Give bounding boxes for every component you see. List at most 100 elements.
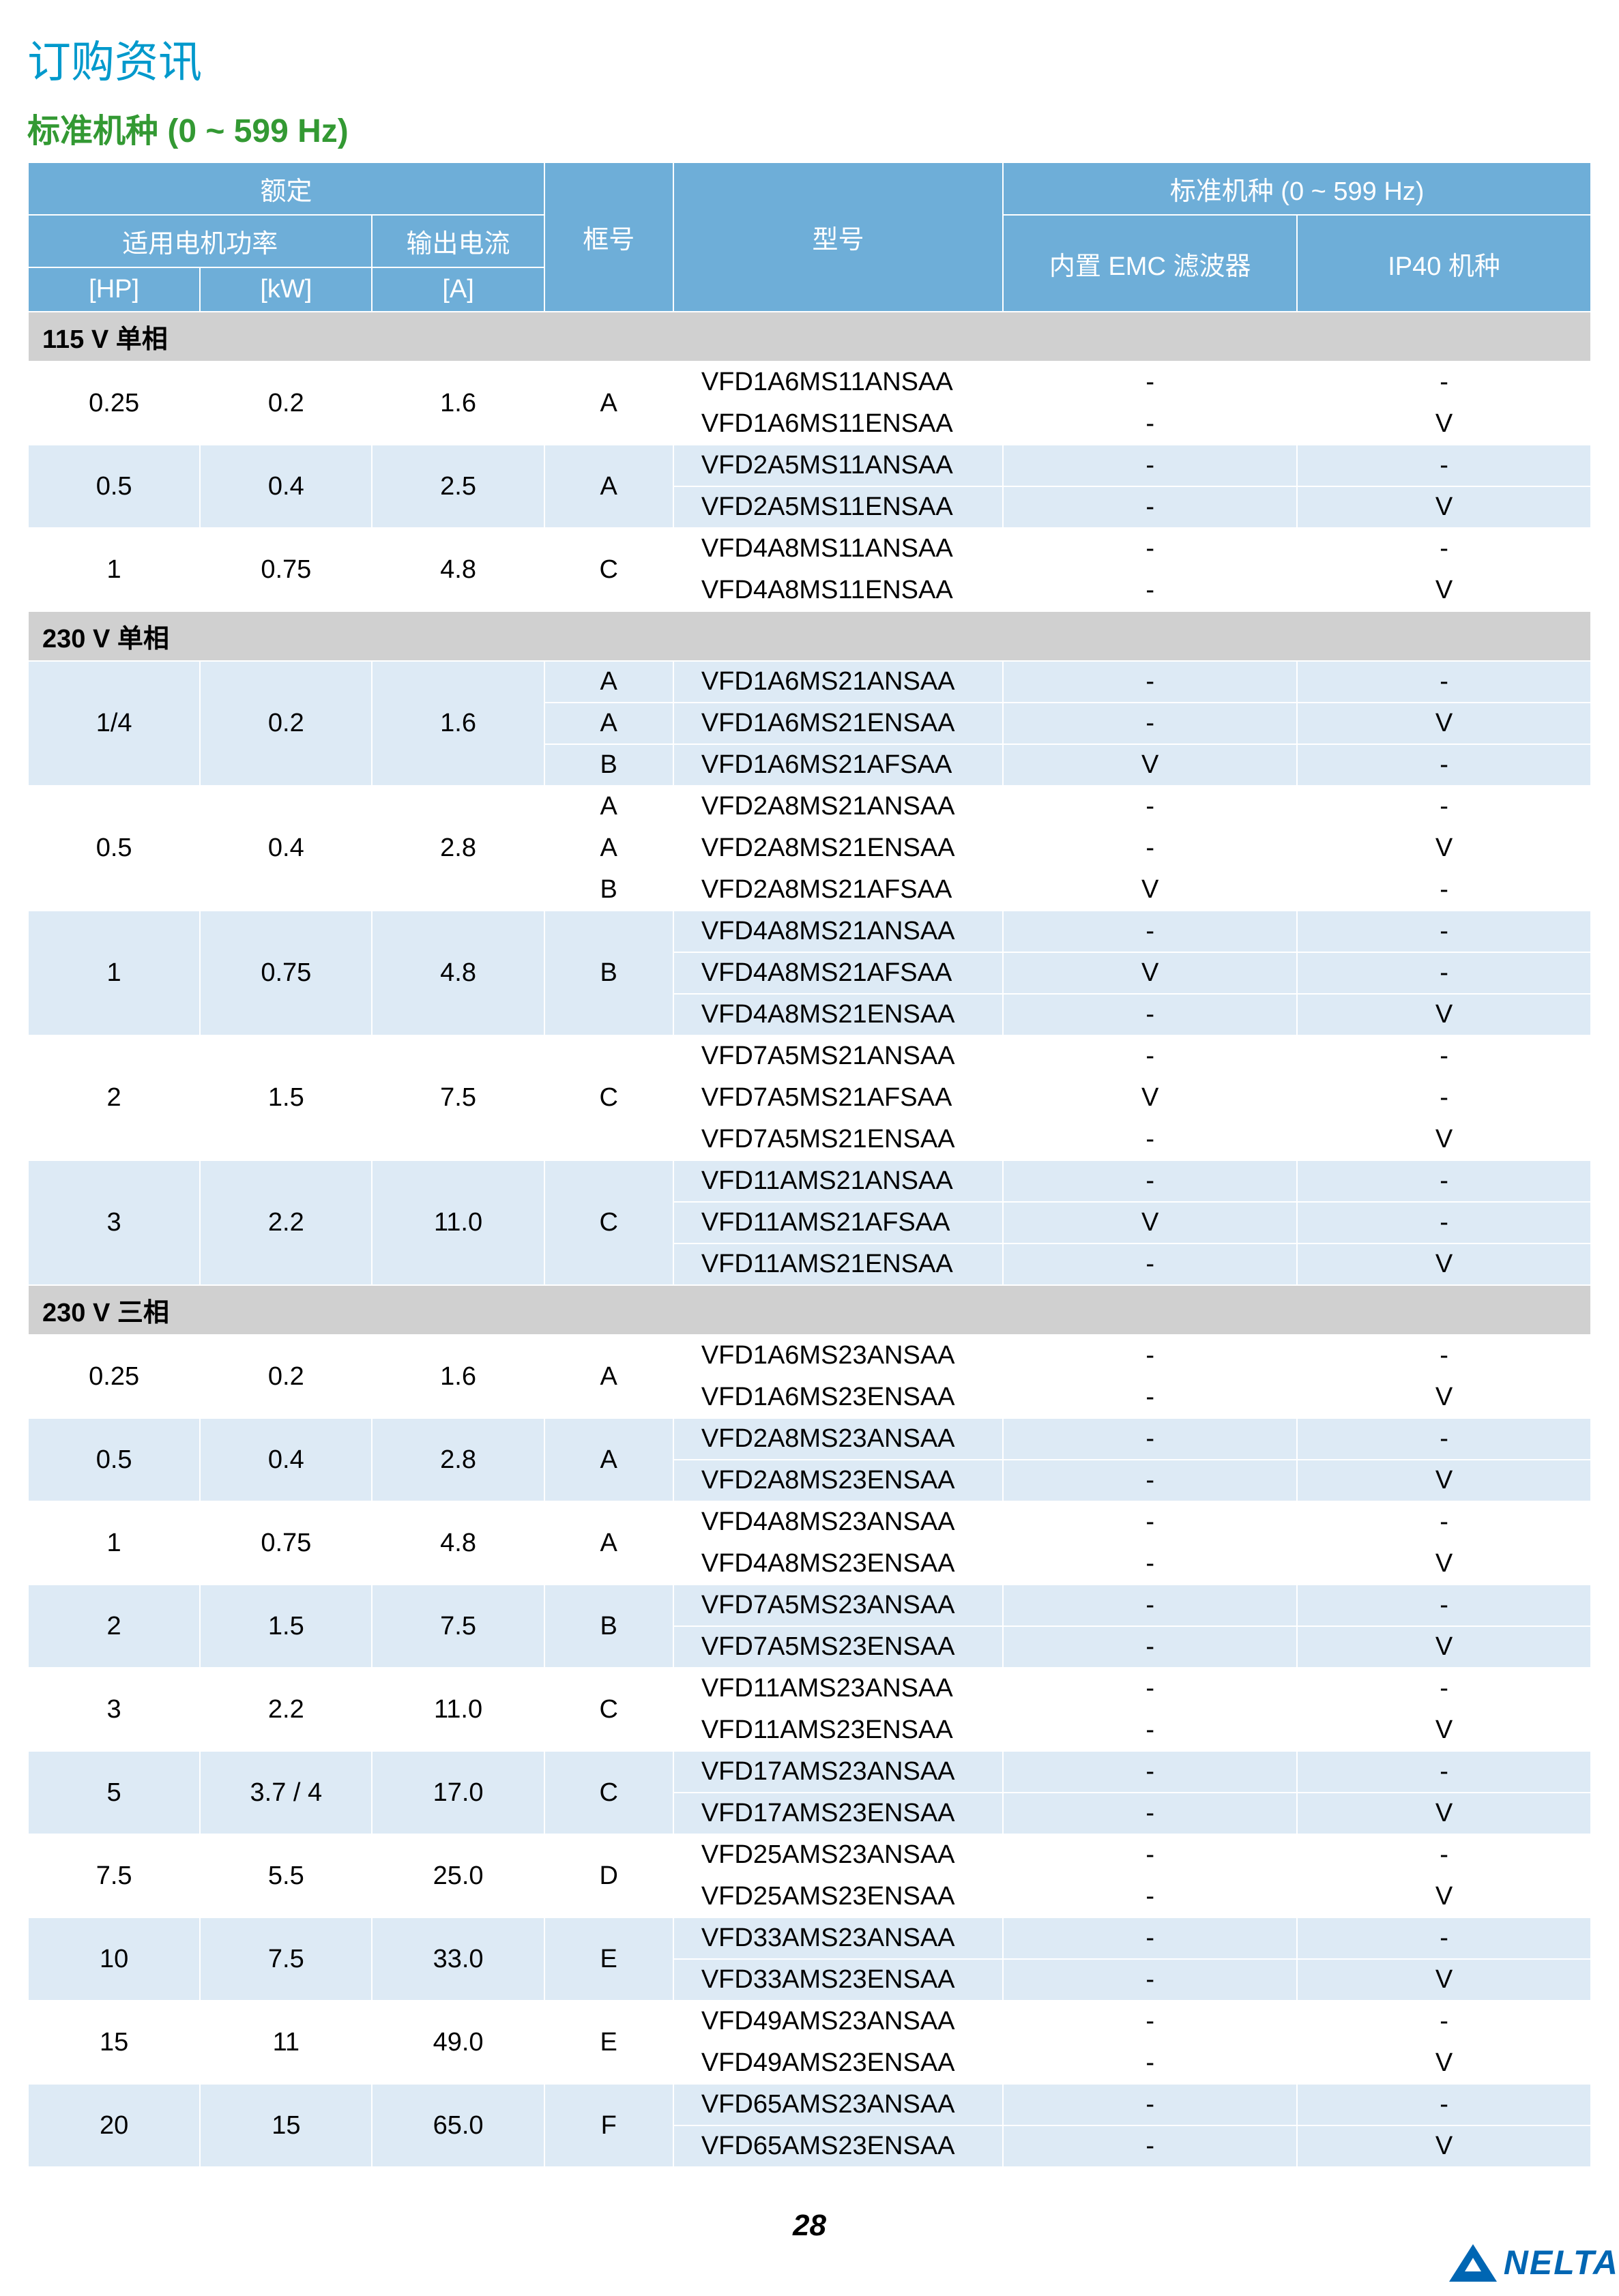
table-row: 151149.0EVFD49AMS23ANSAA-- [28, 2001, 1591, 2042]
cell-emc: - [1003, 570, 1297, 611]
header-amps: [A] [372, 267, 544, 312]
cell-emc: - [1003, 1035, 1297, 1077]
cell-frame: B [544, 744, 673, 786]
logo-text: NELTA [1504, 2243, 1619, 2282]
cell-hp: 10 [28, 1917, 200, 2001]
cell-amps: 2.8 [372, 1418, 544, 1501]
cell-model: VFD2A5MS11ANSAA [673, 445, 1003, 486]
cell-emc: - [1003, 1959, 1297, 2001]
cell-kw: 1.5 [200, 1035, 372, 1160]
cell-hp: 1 [28, 911, 200, 1035]
cell-frame: E [544, 2001, 673, 2084]
table-row: 32.211.0CVFD11AMS23ANSAA-- [28, 1668, 1591, 1709]
cell-emc: - [1003, 661, 1297, 703]
cell-model: VFD2A5MS11ENSAA [673, 486, 1003, 528]
cell-model: VFD2A8MS21AFSAA [673, 869, 1003, 911]
cell-frame: C [544, 1035, 673, 1160]
cell-kw: 0.4 [200, 786, 372, 911]
cell-ip40: V [1297, 1119, 1591, 1160]
header-emc: 内置 EMC 滤波器 [1003, 215, 1297, 312]
table-row: 0.50.42.8AVFD2A8MS21ANSAA-- [28, 786, 1591, 827]
cell-emc: - [1003, 1585, 1297, 1626]
cell-emc: - [1003, 1626, 1297, 1668]
subtitle: 标准机种 (0 ~ 599 Hz) [27, 104, 1592, 151]
table-row: 7.55.525.0DVFD25AMS23ANSAA-- [28, 1834, 1591, 1876]
cell-hp: 20 [28, 2084, 200, 2167]
cell-frame: B [544, 911, 673, 1035]
cell-emc: - [1003, 1668, 1297, 1709]
cell-hp: 1 [28, 528, 200, 611]
cell-frame: A [544, 786, 673, 827]
cell-kw: 0.4 [200, 1418, 372, 1501]
cell-kw: 15 [200, 2084, 372, 2167]
cell-ip40: - [1297, 911, 1591, 952]
table-row: 53.7 / 417.0CVFD17AMS23ANSAA-- [28, 1751, 1591, 1793]
header-kw: [kW] [200, 267, 372, 312]
cell-emc: - [1003, 1543, 1297, 1585]
cell-ip40: - [1297, 744, 1591, 786]
cell-model: VFD11AMS21ANSAA [673, 1160, 1003, 1202]
cell-model: VFD7A5MS21AFSAA [673, 1077, 1003, 1119]
cell-model: VFD1A6MS21AFSAA [673, 744, 1003, 786]
cell-amps: 11.0 [372, 1160, 544, 1285]
cell-frame: A [544, 661, 673, 703]
cell-ip40: - [1297, 528, 1591, 570]
cell-ip40: - [1297, 1418, 1591, 1460]
cell-hp: 3 [28, 1160, 200, 1285]
cell-amps: 17.0 [372, 1751, 544, 1834]
cell-ip40: - [1297, 1335, 1591, 1377]
header-output-current: 输出电流 [372, 215, 544, 267]
cell-ip40: V [1297, 403, 1591, 445]
cell-emc: - [1003, 1709, 1297, 1751]
cell-model: VFD4A8MS23ANSAA [673, 1501, 1003, 1543]
cell-model: VFD11AMS21ENSAA [673, 1243, 1003, 1285]
cell-hp: 0.5 [28, 786, 200, 911]
cell-model: VFD33AMS23ENSAA [673, 1959, 1003, 2001]
cell-model: VFD1A6MS21ENSAA [673, 703, 1003, 744]
section-header: 230 V 单相 [28, 611, 1591, 661]
cell-ip40: V [1297, 1543, 1591, 1585]
cell-model: VFD25AMS23ENSAA [673, 1876, 1003, 1917]
table-row: 0.50.42.8AVFD2A8MS23ANSAA-- [28, 1418, 1591, 1460]
table-header: 额定 框号 型号 标准机种 (0 ~ 599 Hz) 适用电机功率 输出电流 内… [28, 162, 1591, 312]
cell-amps: 33.0 [372, 1917, 544, 2001]
cell-model: VFD4A8MS21ENSAA [673, 994, 1003, 1035]
cell-emc: - [1003, 786, 1297, 827]
cell-model: VFD2A8MS23ANSAA [673, 1418, 1003, 1460]
cell-frame: B [544, 869, 673, 911]
cell-frame: D [544, 1834, 673, 1917]
cell-kw: 5.5 [200, 1834, 372, 1917]
cell-model: VFD4A8MS11ANSAA [673, 528, 1003, 570]
cell-ip40: V [1297, 2125, 1591, 2167]
cell-ip40: - [1297, 2001, 1591, 2042]
cell-ip40: - [1297, 952, 1591, 994]
table-row: 21.57.5BVFD7A5MS23ANSAA-- [28, 1585, 1591, 1626]
cell-amps: 1.6 [372, 661, 544, 786]
cell-emc: V [1003, 952, 1297, 994]
cell-model: VFD11AMS23ANSAA [673, 1668, 1003, 1709]
cell-amps: 1.6 [372, 1335, 544, 1418]
cell-ip40: - [1297, 786, 1591, 827]
cell-emc: - [1003, 703, 1297, 744]
spec-table: 额定 框号 型号 标准机种 (0 ~ 599 Hz) 适用电机功率 输出电流 内… [27, 162, 1592, 2168]
cell-emc: - [1003, 1460, 1297, 1501]
table-row: 107.533.0EVFD33AMS23ANSAA-- [28, 1917, 1591, 1959]
cell-ip40: V [1297, 827, 1591, 869]
cell-ip40: - [1297, 445, 1591, 486]
cell-frame: A [544, 1335, 673, 1418]
cell-model: VFD17AMS23ENSAA [673, 1793, 1003, 1834]
cell-model: VFD65AMS23ANSAA [673, 2084, 1003, 2125]
cell-emc: - [1003, 486, 1297, 528]
cell-ip40: V [1297, 570, 1591, 611]
cell-ip40: - [1297, 1160, 1591, 1202]
cell-model: VFD2A8MS23ENSAA [673, 1460, 1003, 1501]
cell-model: VFD25AMS23ANSAA [673, 1834, 1003, 1876]
cell-kw: 11 [200, 2001, 372, 2084]
cell-hp: 15 [28, 2001, 200, 2084]
cell-model: VFD7A5MS23ENSAA [673, 1626, 1003, 1668]
cell-frame: A [544, 827, 673, 869]
section-header: 230 V 三相 [28, 1285, 1591, 1335]
logo-icon [1449, 2244, 1497, 2282]
cell-amps: 4.8 [372, 528, 544, 611]
cell-frame: B [544, 1585, 673, 1668]
